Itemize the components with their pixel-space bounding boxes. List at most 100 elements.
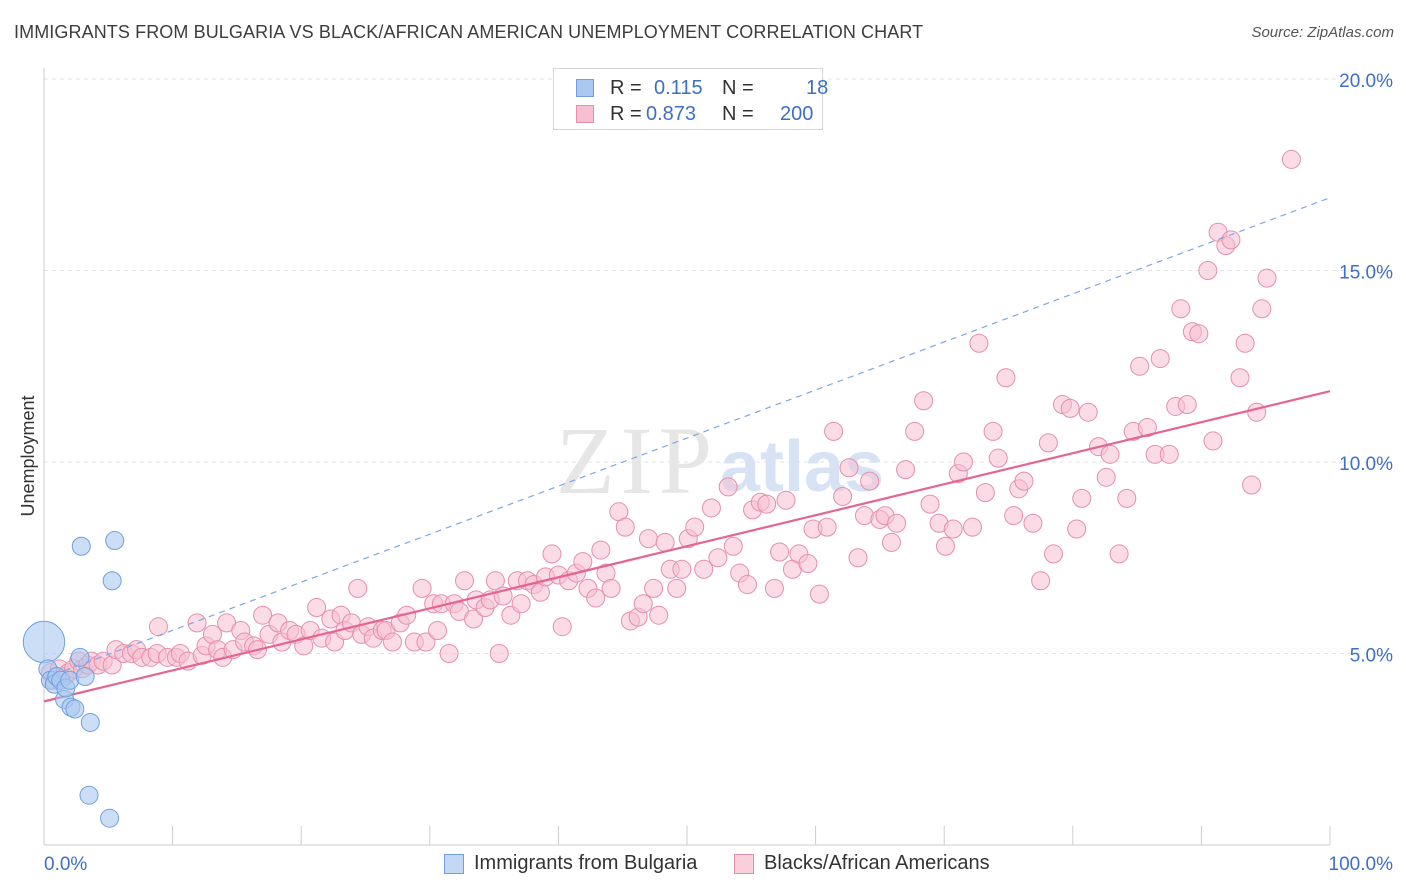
data-point-black	[573, 552, 593, 572]
data-point-black	[1044, 544, 1064, 564]
data-point-black	[718, 477, 738, 497]
data-point-black	[694, 559, 714, 579]
data-point-black	[428, 621, 448, 641]
data-point-black	[1014, 471, 1034, 491]
data-point-black	[307, 598, 327, 618]
data-point-black	[776, 490, 796, 510]
legend-n-value: 200	[780, 103, 814, 125]
data-point-black	[667, 578, 687, 598]
data-point-black	[1171, 299, 1191, 319]
data-point-black	[920, 494, 940, 514]
data-point-bulgaria	[100, 808, 120, 828]
data-point-black	[1072, 488, 1092, 508]
data-point-black	[1023, 513, 1043, 533]
bottom-legend-swatch-black	[734, 854, 754, 874]
data-point-black	[1257, 268, 1277, 288]
data-point-black	[1230, 368, 1250, 388]
data-point-black	[896, 460, 916, 480]
trend-lines	[43, 197, 1331, 703]
legend-r-label: R =	[610, 103, 642, 125]
data-point-black	[708, 548, 728, 568]
data-point-black	[1177, 395, 1197, 415]
data-point-black	[439, 644, 459, 663]
legend-swatch-bulgaria	[576, 79, 594, 97]
data-point-black	[764, 578, 784, 598]
data-point-black	[1067, 519, 1087, 539]
data-point-black	[511, 594, 531, 614]
axes	[43, 68, 1331, 846]
data-point-black	[943, 519, 963, 539]
data-point-bulgaria	[65, 699, 85, 719]
data-point-black	[383, 632, 403, 652]
legend-n-label: N =	[722, 77, 754, 99]
data-point-bulgaria	[22, 620, 66, 664]
data-point-black	[817, 517, 837, 537]
legend-r-label: R =	[610, 77, 642, 99]
data-point-black	[1189, 324, 1209, 344]
bottom-legend-swatch-bulgaria	[444, 854, 464, 874]
watermark-atlas: atlas	[720, 427, 884, 507]
data-point-black	[253, 605, 273, 625]
data-point-black	[1281, 149, 1301, 169]
data-point-black	[601, 578, 621, 598]
data-point-black	[412, 578, 432, 598]
data-point-black	[1247, 402, 1267, 422]
data-point-black	[798, 553, 818, 573]
data-point-black	[685, 517, 705, 537]
tick-labels: 5.0% 10.0% 15.0% 20.0% 0.0% 100.0%	[44, 71, 1393, 875]
data-point-black	[586, 588, 606, 608]
data-point-black	[860, 471, 880, 491]
data-point-black	[1221, 230, 1241, 250]
data-point-black	[757, 494, 777, 514]
data-point-black	[983, 421, 1003, 441]
data-point-black	[881, 532, 901, 552]
data-point-black	[833, 486, 853, 506]
data-point-black	[672, 559, 692, 579]
data-point-black	[416, 632, 436, 652]
data-point-black	[633, 594, 653, 614]
trend-line-black	[43, 390, 1331, 703]
y-tick-label: 5.0%	[1350, 646, 1393, 667]
data-point-black	[914, 391, 934, 411]
data-point-black	[988, 448, 1008, 468]
data-point-black	[848, 548, 868, 568]
trend-line-bulgaria	[43, 197, 1331, 679]
data-point-black	[187, 613, 207, 633]
data-point-black	[953, 452, 973, 472]
data-point-black	[996, 368, 1016, 388]
data-point-black	[1096, 467, 1116, 487]
data-point-bulgaria	[102, 571, 122, 591]
data-point-black	[1117, 488, 1137, 508]
data-point-black	[962, 517, 982, 537]
chart-title: IMMIGRANTS FROM BULGARIA VS BLACK/AFRICA…	[14, 22, 924, 42]
data-point-bulgaria	[71, 536, 91, 556]
data-point-bulgaria	[75, 666, 95, 686]
gridlines	[44, 78, 1394, 654]
data-point-black	[1109, 544, 1129, 564]
data-point-black	[148, 617, 168, 637]
data-point-black	[1078, 402, 1098, 422]
x-tick-label-min: 0.0%	[44, 854, 87, 875]
data-point-black	[824, 421, 844, 441]
data-point-black	[542, 544, 562, 564]
data-point-black	[723, 536, 743, 556]
data-point-black	[975, 483, 995, 503]
data-point-black	[489, 644, 509, 663]
y-axis-label: Unemployment	[18, 395, 38, 516]
y-tick-label: 20.0%	[1339, 71, 1393, 92]
data-point-bulgaria	[70, 647, 90, 667]
x-tick-label-max: 100.0%	[1329, 854, 1394, 875]
data-point-black	[1150, 349, 1170, 369]
watermark-zip: ZIP	[556, 407, 718, 514]
data-point-black	[905, 421, 925, 441]
data-point-bulgaria	[105, 531, 125, 551]
data-point-black	[1242, 475, 1262, 495]
data-point-black	[615, 517, 635, 537]
data-point-black	[1031, 571, 1051, 591]
data-point-black	[455, 571, 475, 591]
series-immigrants-from-bulgaria	[22, 531, 125, 828]
data-point-black	[969, 333, 989, 353]
data-point-black	[839, 458, 859, 478]
data-point-black	[644, 578, 664, 598]
